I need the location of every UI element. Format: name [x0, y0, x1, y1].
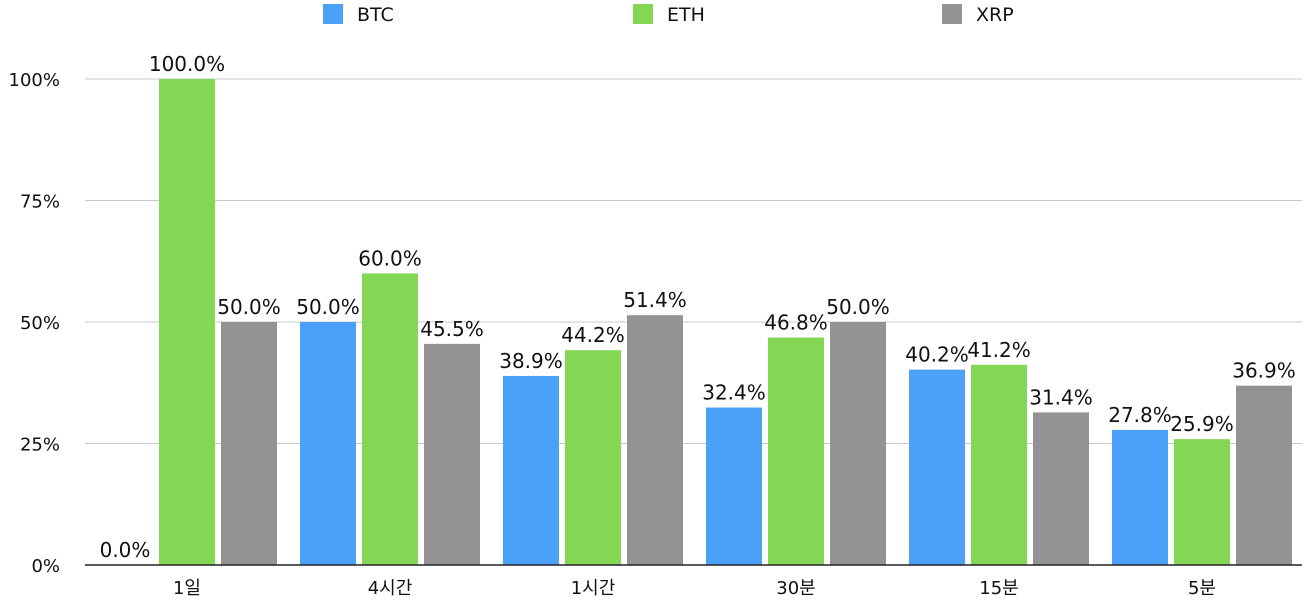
bar-eth [768, 337, 824, 565]
bar-eth [565, 350, 621, 565]
bar-xrp [221, 322, 277, 565]
data-label: 32.4% [702, 381, 766, 405]
bar-btc [300, 322, 356, 565]
data-label: 50.0% [826, 295, 890, 319]
bar-eth [1174, 439, 1230, 565]
legend-label: XRP [976, 4, 1014, 26]
bar-xrp [627, 315, 683, 565]
data-label: 40.2% [905, 343, 969, 367]
bar-xrp [1033, 412, 1089, 565]
bar-btc [503, 375, 559, 565]
data-label: 31.4% [1029, 385, 1093, 409]
x-tick-label: 30분 [776, 578, 815, 599]
legend-swatch-xrp [942, 4, 962, 24]
y-tick-label: 75% [20, 192, 60, 213]
data-label: 50.0% [217, 295, 281, 319]
legend-swatch-eth [633, 4, 653, 24]
x-tick-label: 1일 [173, 578, 201, 599]
data-label: 100.0% [149, 52, 225, 76]
bar-btc [706, 407, 762, 565]
legend-swatch-btc [323, 4, 343, 24]
bar-eth [159, 79, 215, 565]
data-label: 41.2% [967, 338, 1031, 362]
data-label: 38.9% [499, 349, 563, 373]
data-label: 36.9% [1232, 359, 1296, 383]
data-label: 44.2% [561, 323, 625, 347]
data-label: 60.0% [358, 246, 422, 270]
data-label: 25.9% [1170, 412, 1234, 436]
data-label: 51.4% [623, 288, 687, 312]
data-label: 27.8% [1108, 403, 1172, 427]
data-label: 50.0% [296, 295, 360, 319]
data-label: 45.5% [420, 317, 484, 341]
bar-btc [909, 369, 965, 565]
y-tick-label: 25% [20, 435, 60, 456]
legend-label: BTC [357, 4, 394, 26]
grid-layer [85, 78, 1302, 444]
bar-btc [1112, 429, 1168, 565]
bars-layer [159, 79, 1292, 565]
y-tick-label: 0% [31, 556, 60, 577]
x-tick-label: 5분 [1188, 578, 1216, 599]
data-labels-layer: 0.0% 100.0% 50.0% 50.0% 60.0% 45.5% 38.9%44.2%… [100, 52, 1296, 562]
bar-xrp [424, 343, 480, 565]
bar-xrp [830, 322, 886, 565]
data-label: 46.8% [764, 311, 828, 335]
bar-eth [971, 364, 1027, 565]
legend-label: ETH [667, 4, 705, 26]
x-tick-label: 15분 [979, 578, 1018, 599]
data-label: 0.0% [100, 538, 151, 562]
legend: BTC ETH XRP [323, 4, 1014, 26]
x-tick-label: 1시간 [571, 578, 616, 599]
x-tick-label: 4시간 [368, 578, 413, 599]
bar-xrp [1236, 385, 1292, 565]
y-tick-label: 50% [20, 313, 60, 334]
axis-layer: 0% 25% 50% 75% 100% 1일 4시간 1시간 30분 15분 5분 [9, 70, 1302, 599]
bar-eth [362, 273, 418, 565]
y-tick-label: 100% [9, 70, 60, 91]
